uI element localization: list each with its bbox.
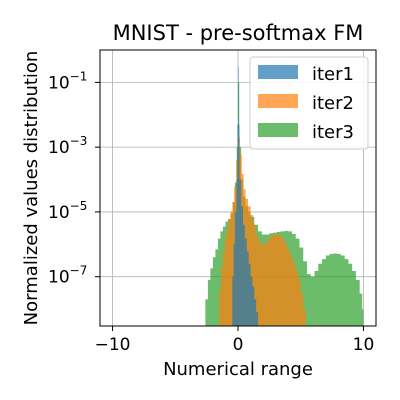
- chart-title: MNIST - pre-softmax FM: [113, 21, 364, 45]
- y-axis: 10−1 10−3 10−5 10−7: [48, 69, 100, 288]
- x-tick-label: 0: [233, 335, 244, 355]
- legend-swatch-iter2: [258, 94, 298, 108]
- histogram-iter1: [231, 66, 259, 326]
- x-axis-label: Numerical range: [163, 359, 313, 380]
- legend-label-iter2: iter2: [312, 93, 354, 114]
- legend-label-iter1: iter1: [312, 64, 354, 85]
- legend-swatch-iter1: [258, 65, 298, 79]
- x-tick-label: −10: [95, 335, 131, 355]
- x-axis: −10 0 10: [95, 326, 375, 355]
- histogram-areas: [204, 66, 364, 326]
- legend-swatch-iter3: [258, 123, 298, 137]
- y-tick-label: 10−3: [48, 134, 87, 158]
- legend: iter1 iter2 iter3: [249, 56, 369, 150]
- x-tick-label: 10: [353, 335, 375, 355]
- y-tick-label: 10−5: [48, 199, 87, 223]
- y-tick-label: 10−7: [48, 264, 87, 288]
- legend-label-iter3: iter3: [312, 122, 354, 143]
- y-tick-label: 10−1: [48, 69, 87, 93]
- y-axis-label: Normalized values distribution: [21, 51, 42, 326]
